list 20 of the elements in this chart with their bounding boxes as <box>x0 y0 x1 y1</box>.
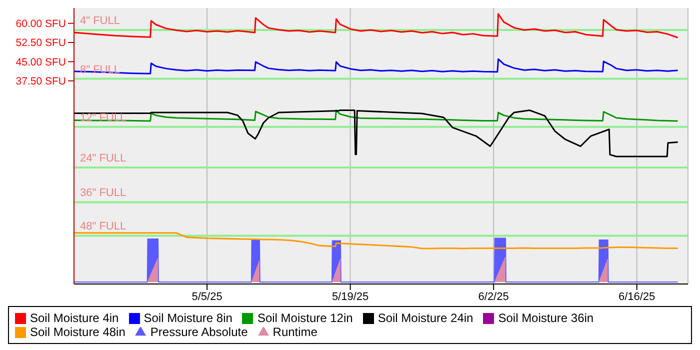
legend-label: Soil Moisture 8in <box>144 311 232 325</box>
y-tick-label: 52.50 SFU <box>16 37 66 50</box>
legend-label: Runtime <box>272 325 318 339</box>
y-tick-label: 37.50 SFU <box>16 76 66 88</box>
legend-label: Pressure Absolute <box>150 325 248 339</box>
x-tick-label: 5/19/25 <box>332 290 369 303</box>
ref-line-label: 48" FULL <box>80 220 126 233</box>
x-tick-label: 6/2/25 <box>478 290 509 303</box>
y-tick-label: 60.00 SFU <box>16 18 66 30</box>
ref-line-label: 24" FULL <box>80 152 126 164</box>
ref-line-label: 4" FULL <box>80 14 120 27</box>
legend-label: Soil Moisture 12in <box>257 311 353 325</box>
legend-label: Soil Moisture 36in <box>498 311 594 325</box>
legend-label: Soil Moisture 24in <box>378 311 474 325</box>
legend-label: Soil Moisture 48in <box>30 325 126 339</box>
x-tick-label: 6/16/25 <box>618 290 656 303</box>
y-tick-label: 45.00 SFU <box>16 56 66 68</box>
x-tick-label: 5/5/25 <box>192 290 222 303</box>
ref-line-label: 36" FULL <box>80 187 126 200</box>
legend-label: Soil Moisture 4in <box>30 311 119 325</box>
